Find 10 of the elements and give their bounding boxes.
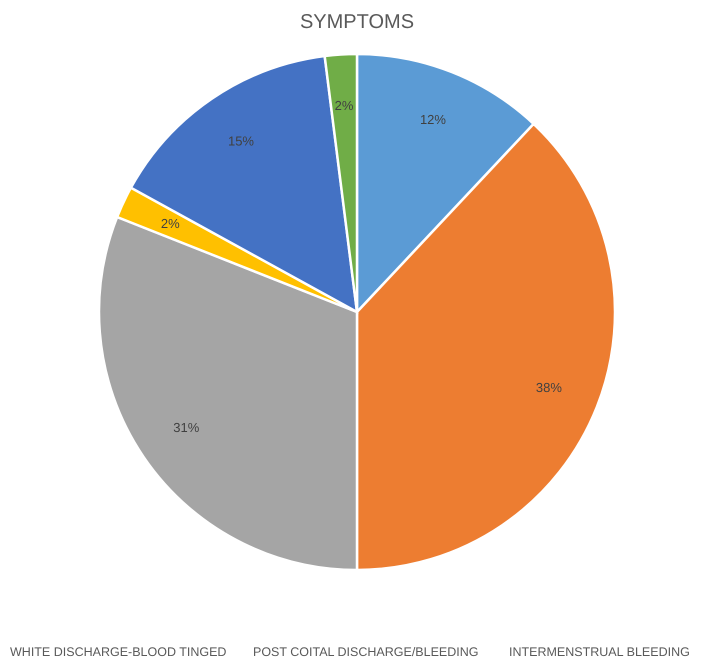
chart-title: SYMPTOMS (300, 11, 414, 33)
data-label: 31% (173, 420, 200, 436)
data-label: 2% (160, 216, 180, 232)
data-label: 2% (334, 98, 354, 114)
data-label: 15% (228, 133, 254, 148)
text: POST COITAL DISCHARGE/BLEEDING (253, 645, 479, 659)
data-label: 12% (420, 112, 446, 128)
text: INTERMENSTRUAL BLEEDING (509, 645, 690, 659)
data-label: 38% (536, 380, 562, 395)
text: WHITE DISCHARGE-BLOOD TINGED (10, 645, 226, 659)
